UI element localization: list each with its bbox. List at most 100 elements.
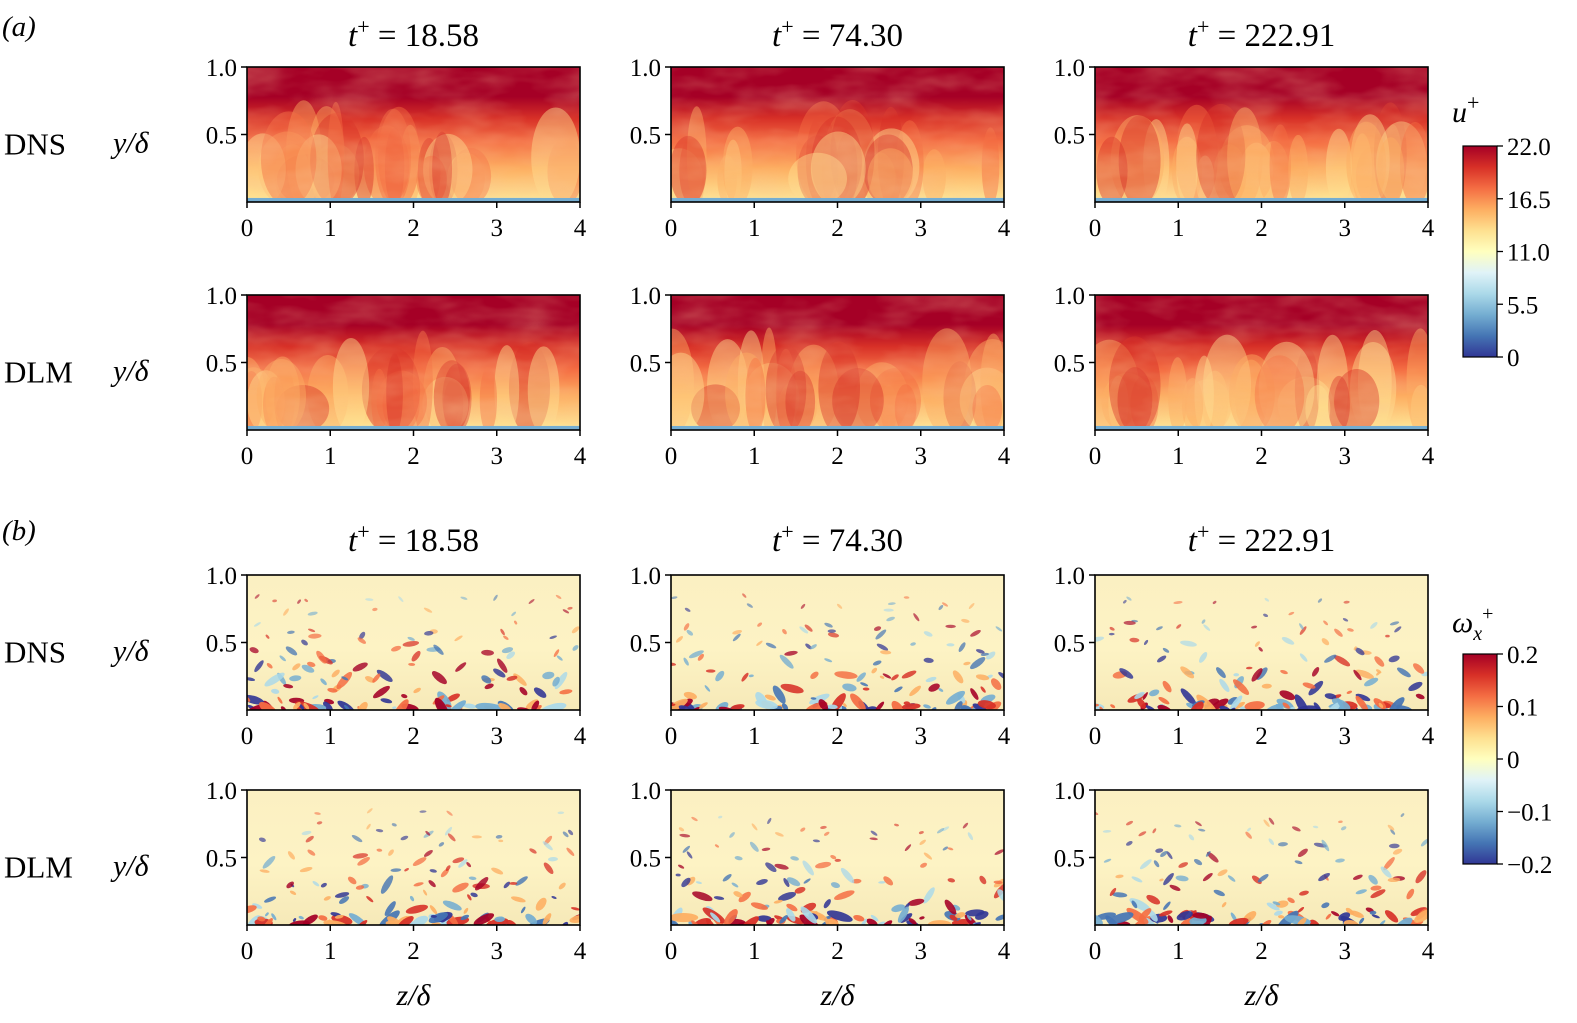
y-tick-label: 0.5 [206, 123, 237, 150]
contour-plot: 1.0 0.5 0 1 2 3 4 [630, 778, 1011, 965]
x-tick-label: 1 [324, 938, 337, 965]
panel-label: (a) [2, 11, 36, 43]
contour-plot: 1.0 0.5 0 1 2 3 4 [206, 283, 587, 470]
x-tick-label: 3 [491, 723, 504, 750]
colorbar-tick-label: 0.2 [1507, 642, 1538, 669]
y-tick-label: 0.5 [206, 351, 237, 378]
row-title: DLM [4, 355, 73, 390]
x-tick-label: 1 [324, 215, 337, 242]
x-tick-label: 0 [665, 938, 678, 965]
x-tick-label: 3 [915, 938, 928, 965]
vorticity-field [671, 575, 1004, 710]
y-tick-label: 0.5 [1054, 846, 1085, 873]
x-tick-label: 2 [831, 215, 844, 242]
colorbar-tick-label: −0.2 [1507, 852, 1552, 879]
x-tick-label: 0 [241, 215, 254, 242]
y-tick-label: 1.0 [1054, 563, 1085, 590]
panel-label: (b) [2, 515, 36, 547]
colorbar-tick-label: 11.0 [1507, 240, 1550, 267]
x-tick-label: 1 [748, 215, 761, 242]
x-tick-label: 2 [407, 723, 420, 750]
x-tick-label: 2 [831, 443, 844, 470]
x-tick-label: 1 [1172, 723, 1185, 750]
contour-plot: 1.0 0.5 0 1 2 3 4 [630, 55, 1011, 242]
y-tick-label: 1.0 [206, 778, 237, 805]
y-tick-label: 0.5 [206, 846, 237, 873]
colorbar: 0.2 0.1 0 −0.1 −0.2 ωx+ [1452, 603, 1552, 879]
x-tick-label: 2 [831, 938, 844, 965]
x-tick-label: 2 [1255, 443, 1268, 470]
y-tick-label: 0.5 [630, 123, 661, 150]
x-tick-label: 3 [1339, 215, 1352, 242]
colorbar-label: ωx+ [1452, 603, 1493, 645]
x-tick-label: 0 [1089, 938, 1102, 965]
y-tick-label: 1.0 [206, 55, 237, 82]
x-tick-label: 4 [998, 723, 1011, 750]
row-title: DNS [4, 635, 66, 670]
contour-plot: 1.0 0.5 0 1 2 3 4 [1054, 778, 1435, 965]
x-tick-label: 0 [665, 443, 678, 470]
y-tick-label: 0.5 [206, 631, 237, 658]
y-tick-label: 0.5 [630, 351, 661, 378]
time-title: t+ = 74.30 [772, 14, 903, 54]
y-axis-label: y/δ [110, 355, 150, 388]
x-tick-label: 2 [1255, 215, 1268, 242]
x-tick-label: 1 [748, 443, 761, 470]
x-tick-label: 1 [748, 723, 761, 750]
x-tick-label: 4 [1422, 938, 1435, 965]
x-tick-label: 4 [574, 443, 587, 470]
contour-plot: 1.0 0.5 0 1 2 3 4 [630, 563, 1011, 750]
x-tick-label: 2 [831, 723, 844, 750]
x-tick-label: 4 [1422, 215, 1435, 242]
y-tick-label: 1.0 [630, 778, 661, 805]
contour-plot: 1.0 0.5 0 1 2 3 4 [206, 778, 587, 965]
y-axis-label: y/δ [110, 850, 150, 883]
row-title: DLM [4, 850, 73, 885]
y-tick-label: 1.0 [630, 55, 661, 82]
x-tick-label: 0 [665, 723, 678, 750]
x-tick-label: 0 [241, 443, 254, 470]
y-tick-label: 0.5 [1054, 351, 1085, 378]
colorbar-tick-label: 0.1 [1507, 695, 1538, 722]
x-tick-label: 4 [574, 938, 587, 965]
contour-plot: 1.0 0.5 0 1 2 3 4 [206, 563, 587, 750]
time-title: t+ = 18.58 [348, 519, 479, 559]
colorbar-tick-label: 16.5 [1507, 187, 1551, 214]
vorticity-field [1095, 790, 1428, 925]
row-title: DNS [4, 127, 66, 162]
x-tick-label: 2 [407, 443, 420, 470]
y-tick-label: 1.0 [1054, 283, 1085, 310]
x-tick-label: 1 [748, 938, 761, 965]
x-tick-label: 3 [915, 443, 928, 470]
x-tick-label: 4 [998, 215, 1011, 242]
x-tick-label: 3 [915, 215, 928, 242]
y-tick-label: 1.0 [1054, 55, 1085, 82]
x-tick-label: 0 [1089, 723, 1102, 750]
x-tick-label: 3 [491, 938, 504, 965]
colorbar-tick-label: 0 [1507, 345, 1520, 372]
colorbar-tick-label: 0 [1507, 747, 1520, 774]
x-tick-label: 1 [324, 723, 337, 750]
colorbar-tick-label: 22.0 [1507, 134, 1551, 161]
x-tick-label: 0 [241, 723, 254, 750]
y-tick-label: 1.0 [1054, 778, 1085, 805]
y-axis-label: y/δ [110, 635, 150, 668]
x-tick-label: 3 [1339, 938, 1352, 965]
x-tick-label: 3 [491, 443, 504, 470]
x-tick-label: 4 [1422, 443, 1435, 470]
y-tick-label: 0.5 [630, 846, 661, 873]
x-tick-label: 0 [241, 938, 254, 965]
x-tick-label: 4 [574, 215, 587, 242]
time-title: t+ = 18.58 [348, 14, 479, 54]
x-tick-label: 4 [998, 938, 1011, 965]
y-tick-label: 0.5 [630, 631, 661, 658]
colorbar-tick-label: 5.5 [1507, 292, 1538, 319]
x-axis-label: z/δ [396, 979, 432, 1012]
contour-plot: 1.0 0.5 0 1 2 3 4 [630, 283, 1011, 470]
colorbar: 22.0 16.5 11.0 5.5 0 u+ [1452, 90, 1551, 372]
vorticity-field [671, 790, 1004, 925]
y-tick-label: 0.5 [1054, 631, 1085, 658]
y-tick-label: 1.0 [630, 563, 661, 590]
x-tick-label: 1 [1172, 215, 1185, 242]
